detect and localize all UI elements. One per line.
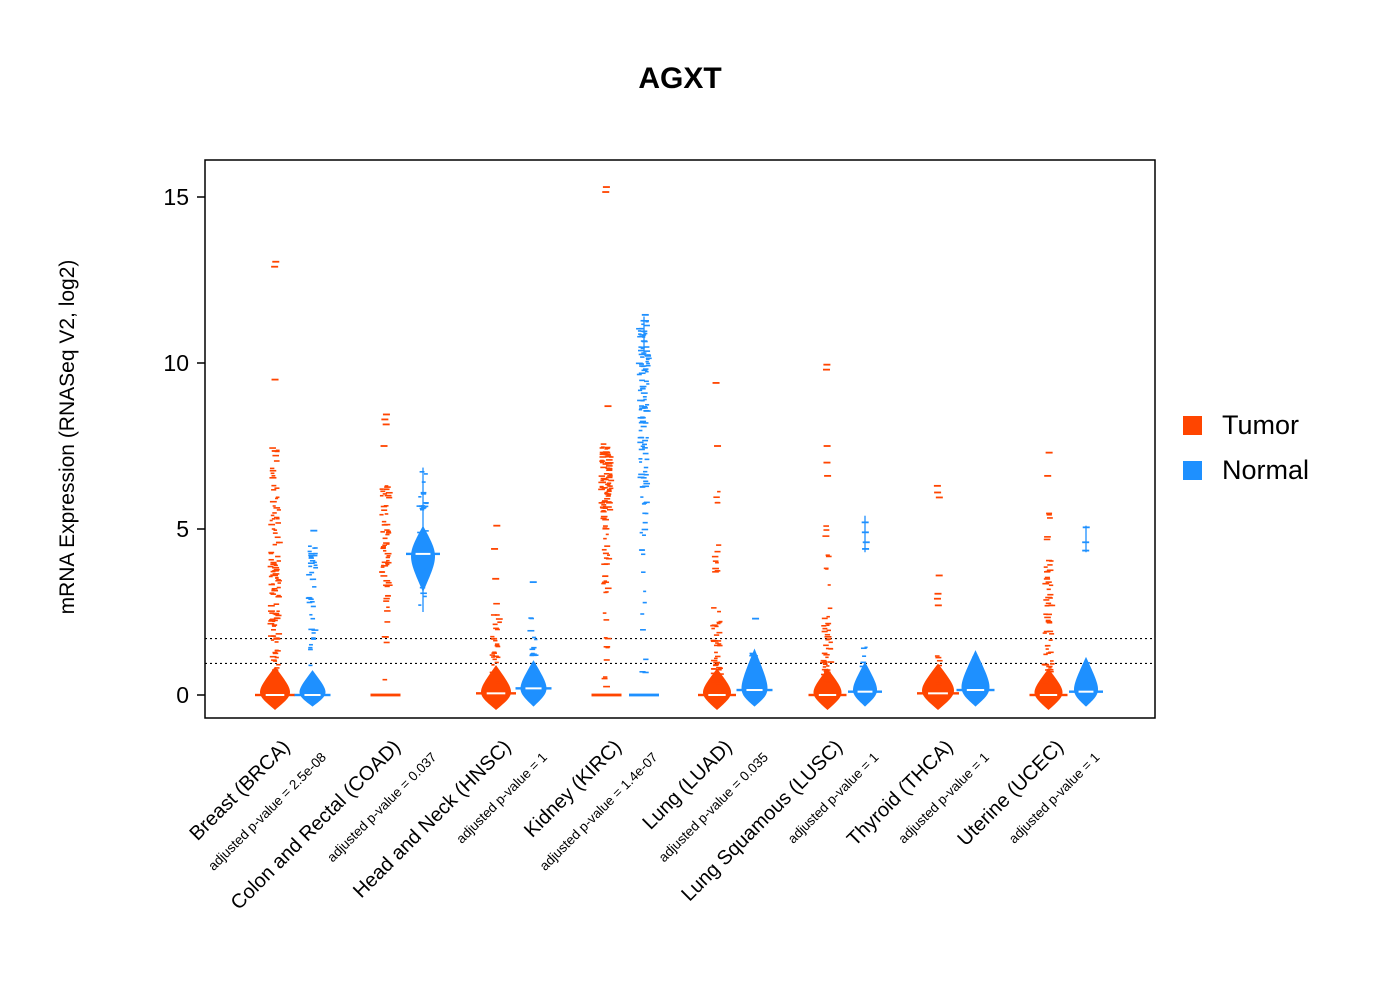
distribution-tumor-2: [476, 524, 516, 710]
y-tick-label: 5: [176, 516, 189, 542]
distribution-normal-1: [406, 467, 440, 612]
chart-title: AGXT: [638, 62, 722, 95]
legend: Tumor Normal: [1183, 410, 1309, 486]
distribution-tumor-6: [917, 484, 959, 710]
distribution-tumor-7: [1029, 451, 1068, 710]
y-axis-label: mRNA Expression (RNASeq V2, log2): [56, 259, 79, 615]
legend-label-tumor: Tumor: [1222, 410, 1300, 440]
distribution-tumor-0: [255, 260, 295, 710]
y-tick-label: 10: [163, 350, 189, 376]
distribution-tumor-3: [591, 186, 622, 697]
distribution-normal-4: [736, 617, 773, 707]
tumor-swatch: [1183, 416, 1202, 435]
distribution-normal-7: [1069, 525, 1103, 707]
legend-item-normal: Normal: [1183, 455, 1309, 486]
distribution-normal-2: [515, 581, 552, 707]
y-tick-label: 0: [176, 682, 189, 708]
distribution-tumor-4: [698, 382, 736, 710]
y-tick-label: 15: [163, 184, 189, 210]
normal-swatch: [1183, 461, 1202, 480]
distribution-normal-5: [848, 515, 882, 707]
legend-item-tumor: Tumor: [1183, 410, 1309, 441]
distribution-normal-3: [629, 313, 659, 697]
plot-border: [204, 159, 1156, 719]
x-label-4: Lung (LUAD): [638, 736, 736, 834]
distribution-normal-6: [956, 650, 995, 707]
distribution-tumor-1: [370, 413, 401, 697]
distribution-tumor-5: [808, 363, 847, 710]
distribution-normal-0: [294, 529, 331, 707]
legend-label-normal: Normal: [1222, 455, 1310, 485]
